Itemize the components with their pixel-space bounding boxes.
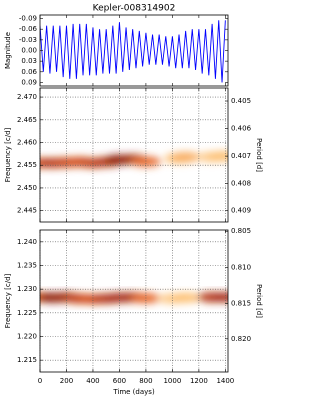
y-tick-label: 1.220 [17,333,37,341]
y-tick-label: 2.465 [17,116,37,124]
y-axis-label: Frequency [c/d] [4,273,12,328]
power-blob [170,152,201,163]
plot-area [40,151,228,168]
y-axis-label: Magnitude [4,32,12,69]
y-tick-label: 2.470 [17,93,37,101]
y-tick-label: 2.460 [17,139,37,147]
y2-tick-label: 0.408 [231,179,251,187]
y-tick-label: -0.06 [19,25,38,33]
y-tick-label: 1.235 [17,262,37,270]
plot-area [40,20,226,83]
y2-tick-label: 0.409 [231,207,251,215]
y-tick-label: -0.03 [19,36,37,44]
x-axis-label: Time (days) [112,388,155,396]
y2-tick-label: 0.810 [231,264,251,272]
y-tick-label: 2.445 [17,207,37,215]
y-tick-label: 2.455 [17,161,37,169]
axes-frame [39,14,229,87]
x-tick-label: 1200 [190,377,208,385]
y-tick-label: 1.240 [17,238,37,246]
axes-frame [39,87,229,223]
y-tick-label: -0.09 [19,15,37,23]
y2-tick-label: 0.815 [231,299,251,307]
y2-tick-label: 0.405 [231,97,251,105]
y-axis-label: Frequency [c/d] [4,127,12,182]
y2-tick-label: 0.406 [231,125,252,133]
power-blob [170,292,201,303]
x-tick-label: 600 [113,377,126,385]
y2-axis-label: Period [d] [255,284,263,318]
y2-axis-label: Period [d] [255,138,263,172]
power-blob [130,156,161,167]
y2-tick-label: 0.805 [231,227,251,235]
x-tick-label: 1400 [216,377,234,385]
x-tick-label: 0 [38,377,42,385]
y-tick-label: 1.215 [17,356,37,364]
power-blob [207,151,228,162]
y-tick-label: 1.225 [17,309,37,317]
light-curve [40,20,226,83]
y-tick-label: 0.09 [21,78,37,86]
power-blob [210,292,228,303]
y-tick-label: 1.230 [17,285,37,293]
y2-tick-label: 0.820 [231,335,251,343]
x-tick-label: 800 [139,377,152,385]
y2-tick-label: 0.407 [231,152,251,160]
y-tick-label: 0.06 [21,68,37,76]
chart-title: Kepler-008314902 [93,4,176,14]
plot-area [40,292,228,305]
x-tick-label: 200 [60,377,73,385]
chart: -0.09 -0.06 -0.03 0.00 0.03 0.06 0.09 Magnitude… [4,4,263,397]
x-tick-label: 1000 [163,377,181,385]
y-tick-label: 0.00 [21,47,37,55]
x-tick-label: 400 [86,377,99,385]
y-tick-label: 0.03 [21,57,37,65]
axes-frame [39,229,229,373]
y-tick-label: 2.450 [17,184,37,192]
heatmap [40,151,228,168]
heatmap [40,292,228,305]
